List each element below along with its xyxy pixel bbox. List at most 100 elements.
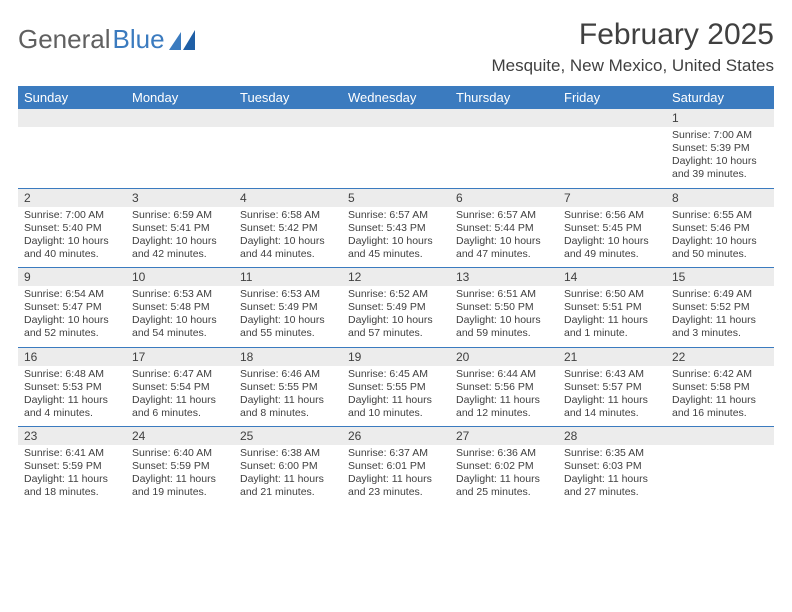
day-cell: Sunrise: 6:42 AMSunset: 5:58 PMDaylight:… [666, 366, 774, 427]
sunrise-text: Sunrise: 6:41 AM [24, 447, 120, 460]
calendar-week: 1Sunrise: 7:00 AMSunset: 5:39 PMDaylight… [18, 109, 774, 189]
day-cell: Sunrise: 6:49 AMSunset: 5:52 PMDaylight:… [666, 286, 774, 347]
day-cell: Sunrise: 6:53 AMSunset: 5:48 PMDaylight:… [126, 286, 234, 347]
day-number: 16 [18, 348, 126, 366]
sunrise-text: Sunrise: 6:40 AM [132, 447, 228, 460]
day-cell: Sunrise: 6:50 AMSunset: 5:51 PMDaylight:… [558, 286, 666, 347]
sunrise-text: Sunrise: 6:36 AM [456, 447, 552, 460]
day-number [126, 109, 234, 127]
sunrise-text: Sunrise: 6:52 AM [348, 288, 444, 301]
daylight-text: Daylight: 11 hours and 18 minutes. [24, 473, 120, 499]
logo-text-blue: Blue [113, 24, 165, 55]
day-cell: Sunrise: 6:55 AMSunset: 5:46 PMDaylight:… [666, 207, 774, 268]
day-cell: Sunrise: 6:48 AMSunset: 5:53 PMDaylight:… [18, 366, 126, 427]
logo: GeneralBlue [18, 18, 197, 55]
daylight-text: Daylight: 11 hours and 4 minutes. [24, 394, 120, 420]
day-number: 1 [666, 109, 774, 127]
day-number: 2 [18, 189, 126, 207]
day-number [342, 109, 450, 127]
sunset-text: Sunset: 5:52 PM [672, 301, 768, 314]
sunrise-text: Sunrise: 6:38 AM [240, 447, 336, 460]
daylight-text: Daylight: 11 hours and 12 minutes. [456, 394, 552, 420]
sunset-text: Sunset: 6:02 PM [456, 460, 552, 473]
sunrise-text: Sunrise: 6:57 AM [348, 209, 444, 222]
day-number: 15 [666, 268, 774, 286]
daylight-text: Daylight: 11 hours and 14 minutes. [564, 394, 660, 420]
day-number: 12 [342, 268, 450, 286]
calendar-week: 9101112131415Sunrise: 6:54 AMSunset: 5:4… [18, 268, 774, 348]
daylight-text: Daylight: 11 hours and 3 minutes. [672, 314, 768, 340]
daylight-text: Daylight: 10 hours and 59 minutes. [456, 314, 552, 340]
daylight-text: Daylight: 11 hours and 1 minute. [564, 314, 660, 340]
daylight-text: Daylight: 11 hours and 19 minutes. [132, 473, 228, 499]
day-number: 13 [450, 268, 558, 286]
daylight-text: Daylight: 11 hours and 16 minutes. [672, 394, 768, 420]
sunrise-text: Sunrise: 7:00 AM [672, 129, 768, 142]
day-cell: Sunrise: 6:41 AMSunset: 5:59 PMDaylight:… [18, 445, 126, 506]
sunrise-text: Sunrise: 6:48 AM [24, 368, 120, 381]
day-number: 10 [126, 268, 234, 286]
daylight-text: Daylight: 10 hours and 49 minutes. [564, 235, 660, 261]
location-text: Mesquite, New Mexico, United States [491, 56, 774, 76]
daylight-text: Daylight: 10 hours and 40 minutes. [24, 235, 120, 261]
sunset-text: Sunset: 5:47 PM [24, 301, 120, 314]
day-number [450, 109, 558, 127]
calendar-header-row: Sunday Monday Tuesday Wednesday Thursday… [18, 86, 774, 109]
sunrise-text: Sunrise: 6:53 AM [240, 288, 336, 301]
day-cell [666, 445, 774, 506]
calendar-week: 2345678Sunrise: 7:00 AMSunset: 5:40 PMDa… [18, 189, 774, 269]
sunset-text: Sunset: 5:51 PM [564, 301, 660, 314]
day-number: 22 [666, 348, 774, 366]
sunset-text: Sunset: 5:55 PM [240, 381, 336, 394]
sunrise-text: Sunrise: 6:50 AM [564, 288, 660, 301]
day-number: 6 [450, 189, 558, 207]
day-number: 17 [126, 348, 234, 366]
sunrise-text: Sunrise: 6:54 AM [24, 288, 120, 301]
daylight-text: Daylight: 11 hours and 21 minutes. [240, 473, 336, 499]
dayname-monday: Monday [126, 86, 234, 109]
day-cell: Sunrise: 6:37 AMSunset: 6:01 PMDaylight:… [342, 445, 450, 506]
sunrise-text: Sunrise: 6:46 AM [240, 368, 336, 381]
day-cell: Sunrise: 6:38 AMSunset: 6:00 PMDaylight:… [234, 445, 342, 506]
daylight-text: Daylight: 10 hours and 44 minutes. [240, 235, 336, 261]
daylight-text: Daylight: 10 hours and 45 minutes. [348, 235, 444, 261]
day-cell [450, 127, 558, 188]
day-number [18, 109, 126, 127]
day-number: 3 [126, 189, 234, 207]
day-number [666, 427, 774, 445]
sunset-text: Sunset: 5:53 PM [24, 381, 120, 394]
dayname-tuesday: Tuesday [234, 86, 342, 109]
day-cell: Sunrise: 6:56 AMSunset: 5:45 PMDaylight:… [558, 207, 666, 268]
day-cell: Sunrise: 7:00 AMSunset: 5:39 PMDaylight:… [666, 127, 774, 188]
day-cell: Sunrise: 6:57 AMSunset: 5:43 PMDaylight:… [342, 207, 450, 268]
day-cell [342, 127, 450, 188]
sunset-text: Sunset: 5:43 PM [348, 222, 444, 235]
daylight-text: Daylight: 11 hours and 25 minutes. [456, 473, 552, 499]
calendar-week: 16171819202122Sunrise: 6:48 AMSunset: 5:… [18, 348, 774, 428]
day-cell: Sunrise: 7:00 AMSunset: 5:40 PMDaylight:… [18, 207, 126, 268]
sunset-text: Sunset: 5:50 PM [456, 301, 552, 314]
day-cell: Sunrise: 6:51 AMSunset: 5:50 PMDaylight:… [450, 286, 558, 347]
daylight-text: Daylight: 10 hours and 42 minutes. [132, 235, 228, 261]
daylight-text: Daylight: 10 hours and 39 minutes. [672, 155, 768, 181]
calendar-page: GeneralBlue February 2025 Mesquite, New … [0, 0, 792, 506]
daylight-text: Daylight: 10 hours and 50 minutes. [672, 235, 768, 261]
sunset-text: Sunset: 5:42 PM [240, 222, 336, 235]
sunrise-text: Sunrise: 6:56 AM [564, 209, 660, 222]
daylight-text: Daylight: 11 hours and 27 minutes. [564, 473, 660, 499]
day-cell: Sunrise: 6:54 AMSunset: 5:47 PMDaylight:… [18, 286, 126, 347]
day-cell: Sunrise: 6:36 AMSunset: 6:02 PMDaylight:… [450, 445, 558, 506]
sunrise-text: Sunrise: 6:53 AM [132, 288, 228, 301]
day-number [234, 109, 342, 127]
day-number [558, 109, 666, 127]
day-number: 9 [18, 268, 126, 286]
day-number: 14 [558, 268, 666, 286]
sunset-text: Sunset: 5:49 PM [348, 301, 444, 314]
sunset-text: Sunset: 5:44 PM [456, 222, 552, 235]
sunset-text: Sunset: 6:01 PM [348, 460, 444, 473]
sunset-text: Sunset: 5:45 PM [564, 222, 660, 235]
sunrise-text: Sunrise: 6:44 AM [456, 368, 552, 381]
day-number: 26 [342, 427, 450, 445]
day-cell: Sunrise: 6:53 AMSunset: 5:49 PMDaylight:… [234, 286, 342, 347]
day-cell: Sunrise: 6:43 AMSunset: 5:57 PMDaylight:… [558, 366, 666, 427]
